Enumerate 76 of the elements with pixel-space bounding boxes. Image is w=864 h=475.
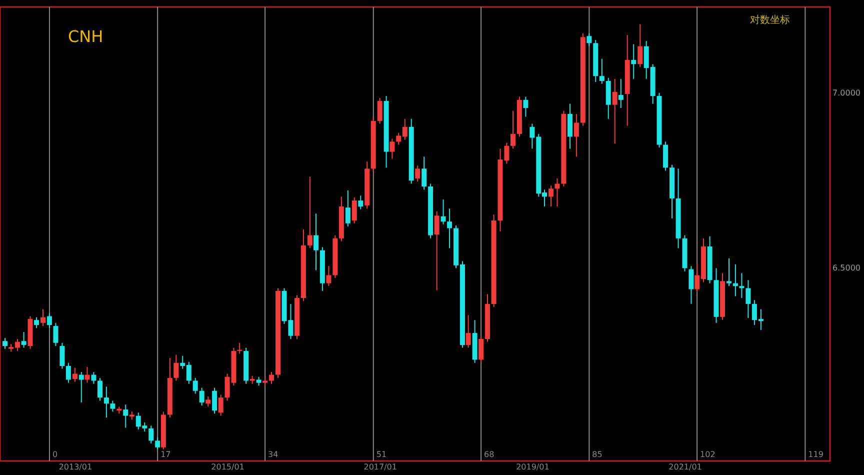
candlestick (212, 387, 218, 414)
x-tick-label: 2017/01 (364, 462, 397, 472)
ref-line-label: 0 (52, 450, 58, 459)
candlestick (326, 266, 332, 287)
candlestick (523, 96, 528, 118)
candlestick (612, 78, 618, 144)
candlestick (199, 387, 204, 406)
candlestick (269, 371, 274, 384)
candlestick (739, 272, 744, 298)
candlestick (377, 97, 382, 124)
candlestick (91, 371, 96, 384)
candlestick (440, 198, 446, 225)
ref-line-label: 34 (268, 450, 278, 459)
ref-line-label: 85 (592, 450, 602, 459)
candlestick (313, 212, 318, 271)
candlestick (40, 308, 46, 327)
candlestick (688, 266, 694, 304)
x-tick-label: 2015/01 (211, 462, 244, 472)
candlestick (218, 394, 224, 416)
ref-line-label: 102 (700, 450, 716, 459)
candlestick (104, 386, 109, 418)
candlestick (97, 377, 102, 402)
candlestick (206, 396, 211, 408)
candlestick (726, 258, 732, 287)
candlestick (422, 156, 427, 190)
candlestick (466, 314, 471, 348)
candlestick (345, 190, 350, 227)
candlestick (746, 280, 751, 318)
candlestick (53, 322, 58, 347)
candlestick (46, 312, 52, 329)
x-tick-label: 2019/01 (516, 462, 550, 472)
candlestick (34, 316, 40, 329)
candlestick (618, 78, 624, 108)
candlestick (2, 337, 8, 350)
candlestick (174, 354, 179, 382)
candlestick (307, 176, 312, 249)
candlestick (415, 164, 420, 182)
annotation: 对数坐标 (750, 14, 790, 26)
candlestick (478, 335, 484, 364)
candlestick (66, 362, 71, 384)
candlestick (638, 24, 643, 68)
candlestick (123, 404, 128, 428)
candlestick (548, 184, 554, 207)
candlestick (599, 58, 604, 84)
candlestick (155, 437, 160, 450)
y-tick-label: 7.0000 (832, 88, 860, 98)
ref-line-label: 51 (376, 450, 387, 459)
ref-line-label: 119 (808, 450, 824, 459)
candlestick (358, 195, 364, 210)
candlestick (510, 110, 516, 150)
candlestick (60, 342, 65, 370)
candlestick (567, 103, 572, 150)
x-tick-label: 2013/01 (58, 462, 92, 472)
candlestick (78, 371, 84, 403)
candlestick (554, 178, 560, 207)
candlestick (574, 113, 579, 158)
ref-line-label: 17 (160, 450, 171, 459)
candlestick (586, 32, 592, 47)
candlestick (606, 77, 611, 120)
candlestick (192, 377, 198, 394)
y-tick-label: 6.5000 (832, 264, 860, 273)
candlestick (84, 366, 90, 384)
ref-line-label: 68 (484, 450, 494, 459)
x-tick-label: 2021/01 (668, 462, 702, 472)
candlestick (72, 367, 78, 382)
candlestick (148, 425, 154, 444)
candlestick (390, 138, 395, 160)
candlestick (237, 342, 242, 354)
candlestick (631, 44, 636, 80)
candlestick (663, 141, 668, 172)
candlestick (352, 196, 357, 224)
candlestick (21, 331, 26, 348)
text: CNH (68, 27, 104, 46)
candlestick (447, 208, 452, 249)
candlestick (434, 210, 440, 291)
candlestick (110, 400, 116, 412)
